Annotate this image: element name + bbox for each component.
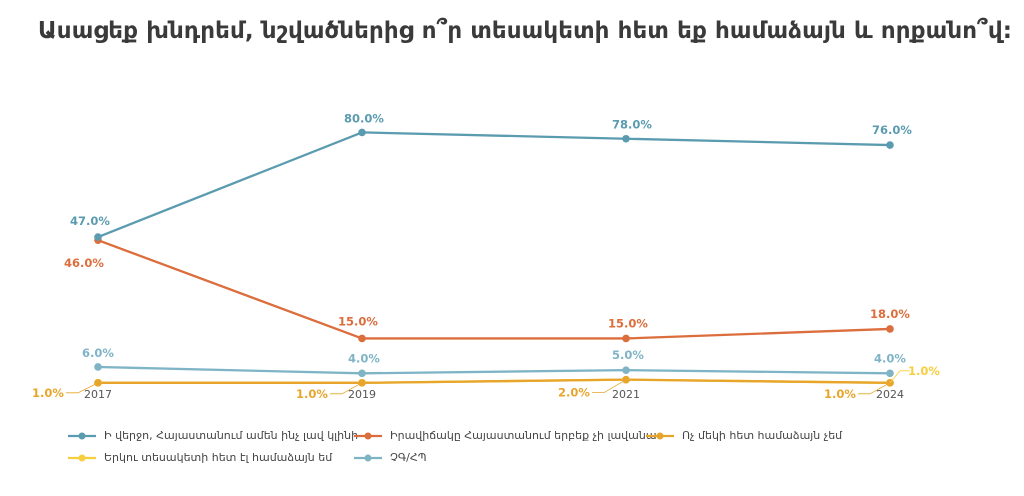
- x-tick-label: 2019: [348, 388, 376, 401]
- data-label: 46.0%: [64, 256, 104, 270]
- data-point: [886, 141, 894, 149]
- legend-swatch: [68, 454, 96, 461]
- legend-item: ՉԳ/ՀՊ: [354, 451, 427, 464]
- x-tick-label: 2021: [612, 388, 640, 401]
- data-label: 15.0%: [608, 316, 648, 330]
- legend-label: Երկու տեսակետի հետ էլ համաձայն եմ: [104, 451, 333, 464]
- line-chart: 47.0% 80.0% 78.0% 76.0% 46.0% 15.0% 15.0% 18.0%…: [32, 111, 940, 401]
- data-labels: 47.0% 80.0% 78.0% 76.0% 46.0% 15.0% 15.0% 18.0%…: [32, 111, 940, 400]
- x-tick-label: 2017: [84, 388, 112, 401]
- legend-label: ՉԳ/ՀՊ: [390, 451, 427, 464]
- legend-swatch: [68, 432, 96, 439]
- data-label: 1.0%: [296, 387, 328, 401]
- data-point: [358, 369, 366, 378]
- legend-swatch: [354, 454, 382, 461]
- series-line-0: [97, 131, 891, 239]
- legend-item: Երկու տեսակետի հետ էլ համաձայն եմ: [68, 451, 332, 464]
- series-markers: [94, 128, 894, 387]
- legend-swatch: [646, 432, 674, 439]
- data-label: 6.0%: [82, 346, 114, 360]
- legend-swatch: [354, 432, 382, 439]
- data-label: 1.0%: [908, 364, 940, 378]
- data-point: [622, 334, 630, 343]
- data-label: 2.0%: [558, 386, 590, 400]
- series-line-1: [97, 239, 891, 340]
- data-label: 76.0%: [872, 123, 912, 137]
- legend-label: Ոչ մեկի հետ համաձայն չեմ: [682, 429, 843, 442]
- legend-label: Իրավիճակը Հայաստանում երբեք չի լավանա: [390, 429, 657, 442]
- data-label: 5.0%: [612, 348, 644, 362]
- label-leader-line: [889, 370, 910, 384]
- chart-title: Ասացեք խնդրեմ, նշվածներից ո՞ր տեսակետի հ…: [38, 18, 1013, 44]
- data-label: 80.0%: [344, 111, 384, 125]
- data-label: 4.0%: [348, 351, 380, 365]
- data-label: 18.0%: [870, 307, 910, 321]
- data-point: [358, 334, 366, 343]
- series-line-4: [97, 365, 891, 375]
- label-leader-line: [330, 382, 363, 395]
- data-label: 1.0%: [32, 386, 64, 400]
- data-point: [886, 325, 894, 333]
- data-point: [94, 363, 102, 371]
- data-point: [622, 134, 630, 143]
- data-label: 47.0%: [70, 214, 110, 228]
- legend-item: Ի վերջո, Հայաստանում ամեն ինչ լավ կլինի: [68, 429, 358, 442]
- data-label: 4.0%: [874, 351, 906, 365]
- x-axis-ticks: 2017 2019 2021 2024: [84, 388, 904, 401]
- label-leader-line: [858, 382, 891, 395]
- data-label: 1.0%: [824, 387, 856, 401]
- data-point: [358, 128, 366, 137]
- legend-item: Իրավիճակը Հայաստանում երբեք չի լավանա: [354, 429, 657, 442]
- legend-label: Ի վերջո, Հայաստանում ամեն ինչ լավ կլինի: [104, 429, 359, 442]
- label-leaders: [66, 370, 910, 395]
- data-point: [886, 369, 894, 378]
- x-tick-label: 2024: [876, 388, 904, 401]
- data-label: 15.0%: [338, 314, 378, 328]
- data-point: [94, 233, 102, 241]
- legend-item: Ոչ մեկի հետ համաձայն չեմ: [646, 429, 842, 442]
- data-label: 78.0%: [612, 118, 652, 132]
- label-leader-line: [66, 382, 99, 394]
- series-lines: [97, 131, 891, 384]
- data-point: [622, 366, 630, 374]
- label-leader-line: [592, 379, 627, 394]
- series-line-2: [98, 378, 891, 384]
